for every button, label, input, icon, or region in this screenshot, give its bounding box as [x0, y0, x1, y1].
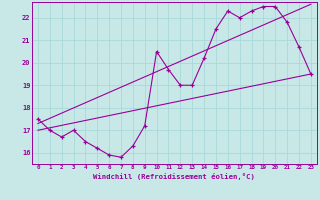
- X-axis label: Windchill (Refroidissement éolien,°C): Windchill (Refroidissement éolien,°C): [93, 173, 255, 180]
